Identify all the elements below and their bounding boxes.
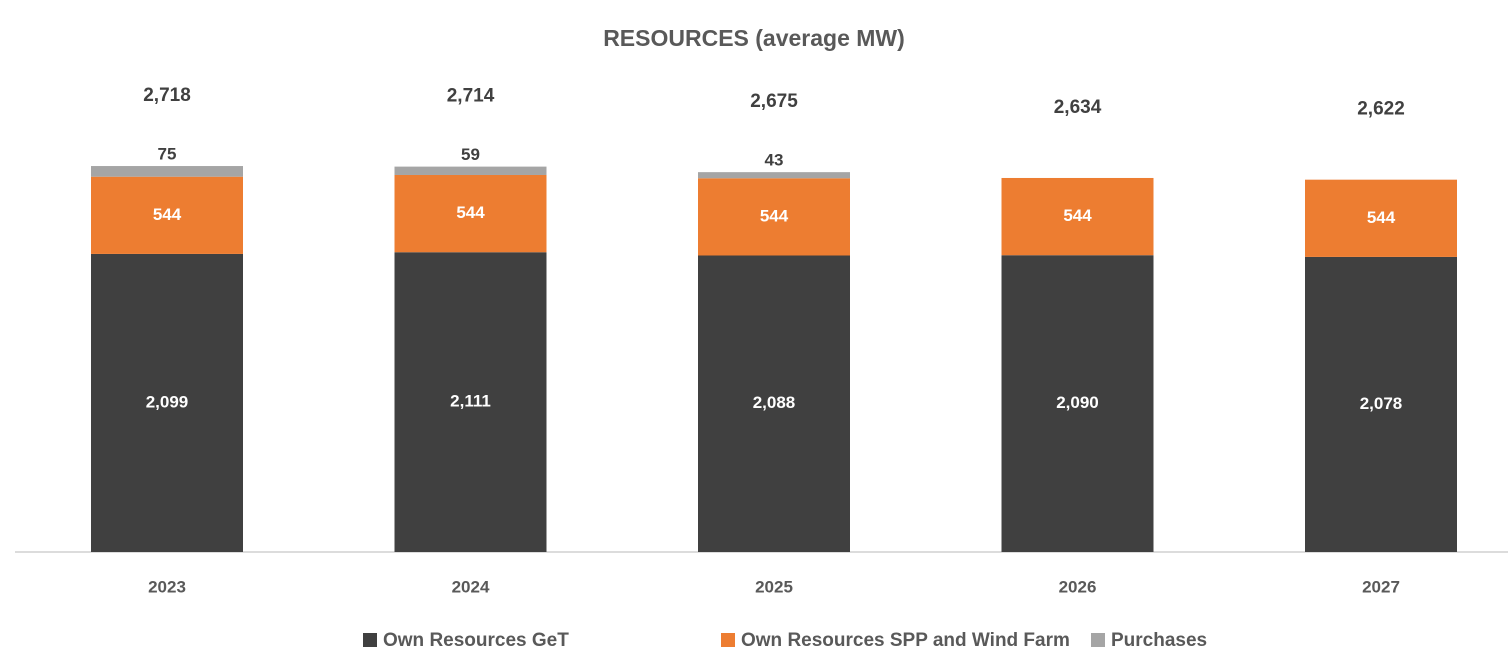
data-label: 544 [1063, 206, 1092, 225]
data-label: 59 [461, 145, 480, 164]
data-label: 2,099 [146, 392, 189, 411]
bar-segment [1001, 255, 1154, 552]
bar-segment [394, 252, 547, 552]
data-label: 544 [760, 206, 789, 225]
data-label: 544 [1367, 208, 1396, 227]
total-label: 2,622 [1357, 99, 1405, 120]
data-label: 2,090 [1056, 393, 1099, 412]
bar-segment [394, 166, 547, 175]
data-label: 2,111 [450, 392, 491, 411]
legend-swatch [721, 633, 735, 647]
legend-swatch [363, 633, 377, 647]
legend-label: Purchases [1111, 630, 1207, 651]
bar-segment [394, 174, 547, 253]
x-tick-label: 2026 [1059, 577, 1097, 596]
bar-segment [698, 178, 850, 256]
total-label: 2,634 [1054, 97, 1102, 118]
data-label: 43 [765, 151, 784, 170]
legend-label: Own Resources SPP and Wind Farm [741, 630, 1070, 651]
data-label: 75 [158, 145, 177, 164]
x-tick-label: 2027 [1362, 577, 1400, 596]
total-label: 2,675 [750, 91, 798, 112]
data-label: 544 [153, 205, 182, 224]
total-label: 2,718 [143, 85, 191, 106]
x-tick-label: 2025 [755, 577, 793, 596]
x-tick-label: 2024 [452, 577, 490, 596]
data-label: 2,088 [753, 393, 796, 412]
bar-segment [91, 253, 243, 552]
bar-segment [1305, 256, 1457, 552]
data-label: 2,078 [1360, 394, 1403, 413]
bar-segment [1001, 177, 1154, 256]
bar-segment [1305, 179, 1457, 257]
bar-segment [91, 166, 243, 177]
bar-segment [91, 176, 243, 254]
data-label: 544 [456, 203, 485, 222]
bar-segment [698, 255, 850, 552]
chart-title: RESOURCES (average MW) [603, 25, 905, 51]
x-tick-label: 2023 [148, 577, 186, 596]
legend-swatch [1091, 633, 1105, 647]
bar-segment [698, 172, 850, 179]
total-label: 2,714 [447, 86, 495, 107]
legend-label: Own Resources GeT [383, 630, 569, 651]
